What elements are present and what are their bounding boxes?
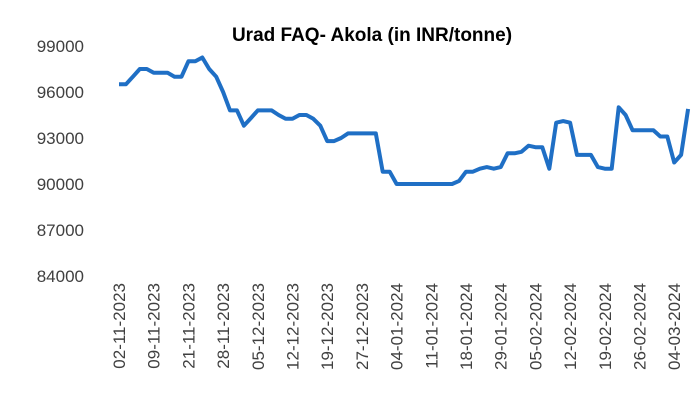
x-tick-label: 09-11-2023: [145, 283, 164, 369]
y-tick-label: 99000: [37, 37, 84, 56]
x-tick-label: 28-11-2023: [214, 283, 233, 369]
x-tick-label: 19-02-2024: [596, 283, 615, 370]
chart-title: Urad FAQ- Akola (in INR/tonne): [232, 25, 512, 46]
y-tick-label: 96000: [37, 83, 84, 102]
y-tick-label: 87000: [37, 221, 84, 240]
x-tick-label: 27-12-2023: [353, 283, 372, 370]
x-tick-label: 29-01-2024: [492, 283, 511, 370]
x-tick-label: 12-12-2023: [284, 283, 303, 370]
y-tick-label: 84000: [37, 267, 84, 286]
y-tick-label: 93000: [37, 129, 84, 148]
x-tick-label: 02-11-2023: [110, 283, 129, 369]
x-tick-label: 19-12-2023: [318, 283, 337, 370]
line: [119, 55, 691, 186]
x-tick-label: 11-01-2024: [422, 283, 441, 369]
x-tick-label: 04-01-2024: [388, 283, 407, 370]
x-tick-label: 18-01-2024: [457, 283, 476, 370]
x-tick-label: 05-12-2023: [249, 283, 268, 370]
x-tick-label: 04-03-2024: [665, 283, 684, 370]
x-tick-label: 21-11-2023: [179, 283, 198, 369]
x-tick-label: 26-02-2024: [631, 283, 650, 370]
x-tick-label: 05-02-2024: [526, 283, 545, 370]
x-tick-label: 12-02-2024: [561, 283, 580, 370]
y-tick-label: 90000: [37, 175, 84, 194]
